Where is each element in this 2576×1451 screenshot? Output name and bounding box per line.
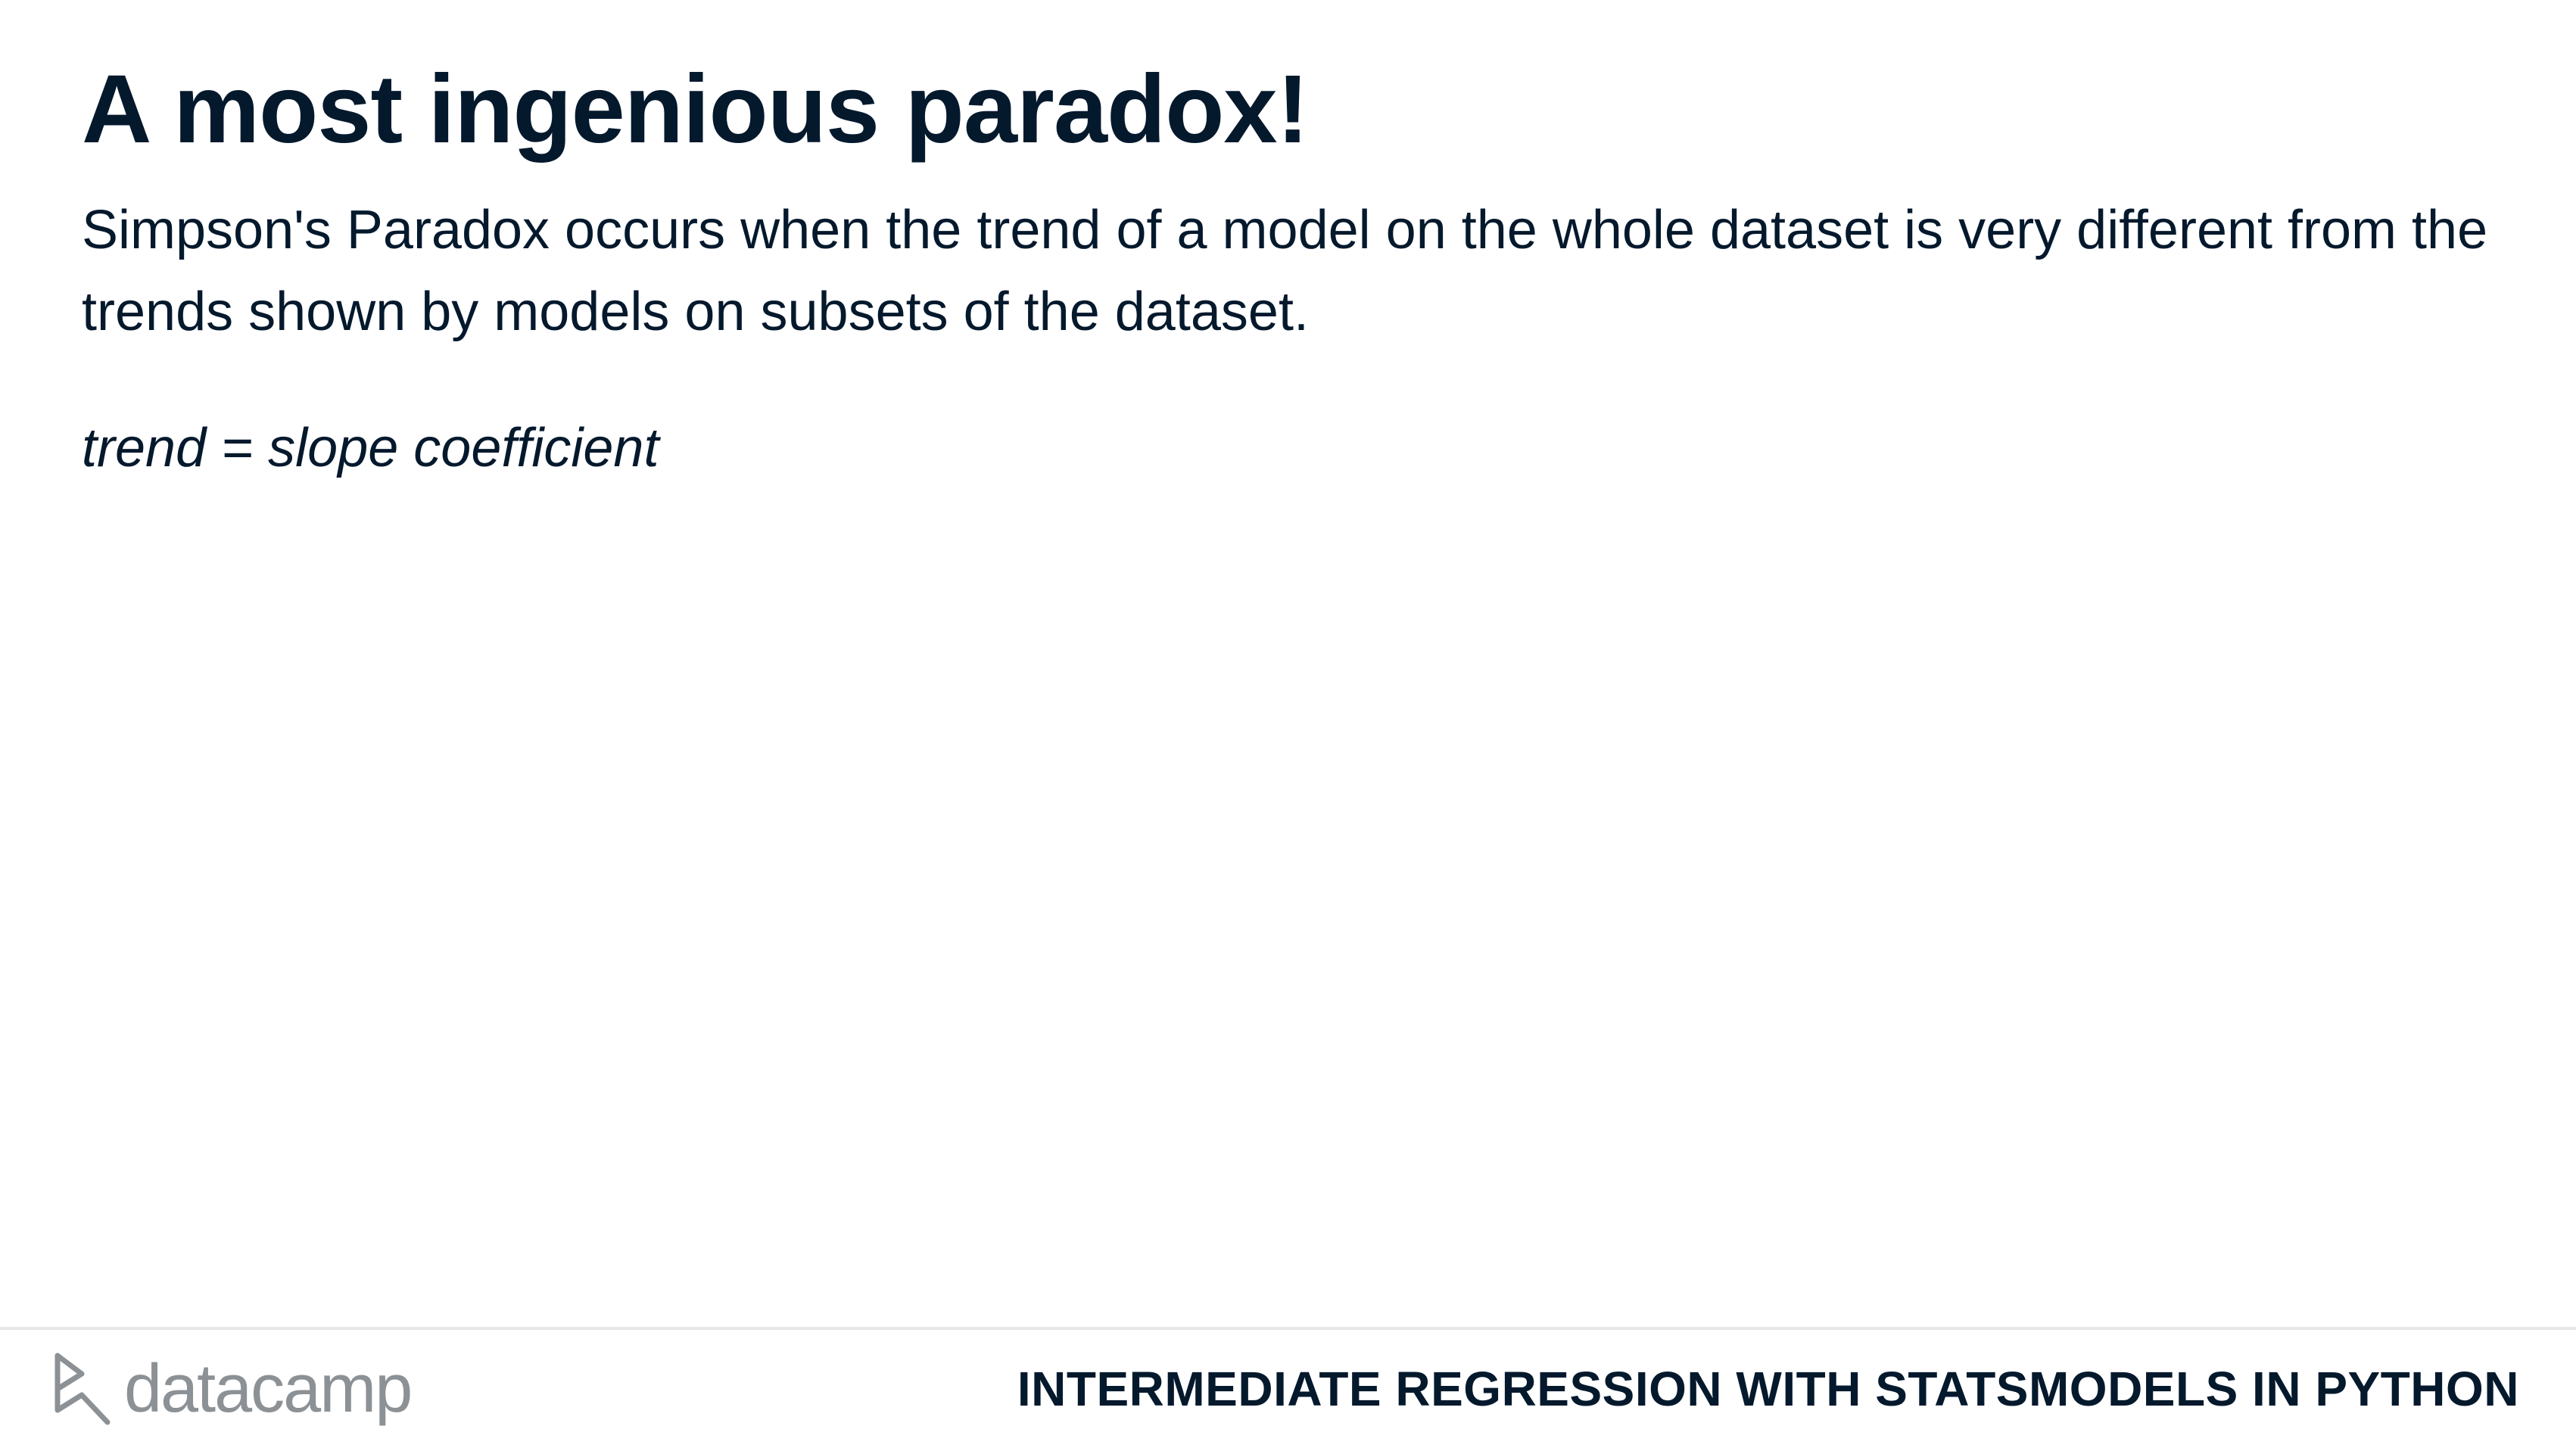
datacamp-logo: datacamp (51, 1347, 413, 1431)
datacamp-logo-icon (55, 1353, 111, 1425)
datacamp-wordmark: datacamp (124, 1351, 413, 1427)
slide-title: A most ingenious paradox! (82, 55, 1309, 163)
course-title: INTERMEDIATE REGRESSION WITH STATSMODELS… (1017, 1362, 2519, 1416)
footer-divider (0, 1327, 2576, 1330)
trend-definition: trend = slope coefficient (82, 418, 659, 478)
slide-body-text: Simpson's Paradox occurs when the trend … (82, 200, 2488, 342)
